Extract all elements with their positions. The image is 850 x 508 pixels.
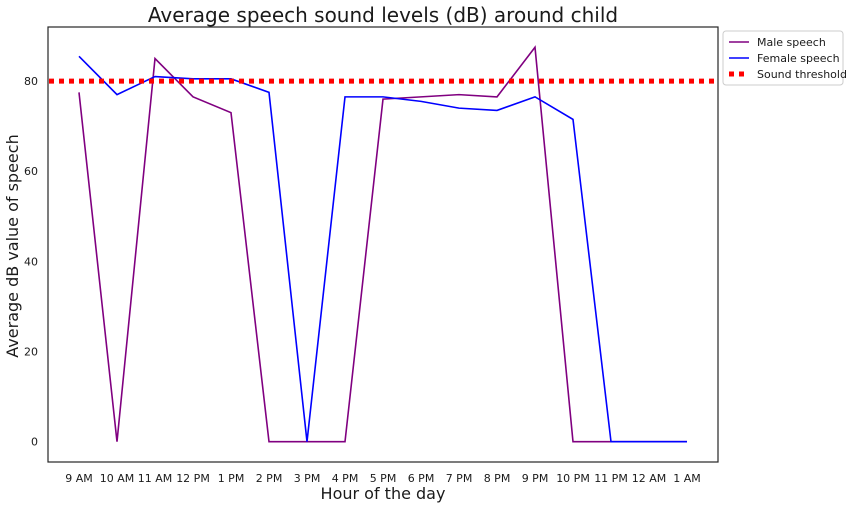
x-tick-label: 3 PM <box>294 472 321 485</box>
y-tick-label: 0 <box>31 436 38 449</box>
x-tick-label: 10 AM <box>100 472 135 485</box>
y-axis-label: Average dB value of speech <box>3 134 22 357</box>
series-line-male-speech <box>78 45 687 443</box>
plot-frame <box>47 26 719 463</box>
tick-labels: 9 AM 10 AM 11 AM 12 PM 1 PM 2 PM 3 PM 4 PM 5 PM 6… <box>24 75 701 485</box>
series-line-female-speech <box>78 55 687 443</box>
x-axis-label: Hour of the day <box>321 484 446 503</box>
x-tick-label: 6 PM <box>408 472 435 485</box>
legend-label: Sound threshold <box>757 68 847 81</box>
x-tick-label: 12 PM <box>176 472 210 485</box>
x-tick-label: 10 PM <box>556 472 590 485</box>
x-tick-label: 8 PM <box>484 472 511 485</box>
x-tick-label: 11 PM <box>594 472 628 485</box>
y-tick-label: 40 <box>24 255 38 268</box>
x-tick-label: 4 PM <box>332 472 359 485</box>
legend: Male speech Female speech Sound threshold <box>722 30 847 86</box>
x-tick-label: 11 AM <box>138 472 173 485</box>
y-tick-label: 20 <box>24 346 38 359</box>
x-tick-label: 2 PM <box>256 472 283 485</box>
legend-label: Female speech <box>757 52 840 65</box>
chart-title: Average speech sound levels (dB) around … <box>148 3 618 27</box>
x-tick-label: 7 PM <box>446 472 473 485</box>
x-tick-label: 9 PM <box>522 472 549 485</box>
x-tick-label: 9 AM <box>65 472 93 485</box>
x-tick-label: 1 PM <box>218 472 245 485</box>
x-tick-label: 5 PM <box>370 472 397 485</box>
x-tick-label: 12 AM <box>632 472 667 485</box>
y-tick-label: 60 <box>24 165 38 178</box>
y-tick-label: 80 <box>24 75 38 88</box>
plot-lines <box>49 45 717 443</box>
legend-label: Male speech <box>757 36 826 49</box>
legend-box <box>722 30 844 86</box>
x-tick-label: 1 AM <box>673 472 701 485</box>
